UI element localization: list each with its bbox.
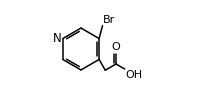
Text: OH: OH xyxy=(125,70,143,80)
Text: N: N xyxy=(53,32,62,45)
Text: Br: Br xyxy=(103,15,115,25)
Text: O: O xyxy=(112,42,120,52)
